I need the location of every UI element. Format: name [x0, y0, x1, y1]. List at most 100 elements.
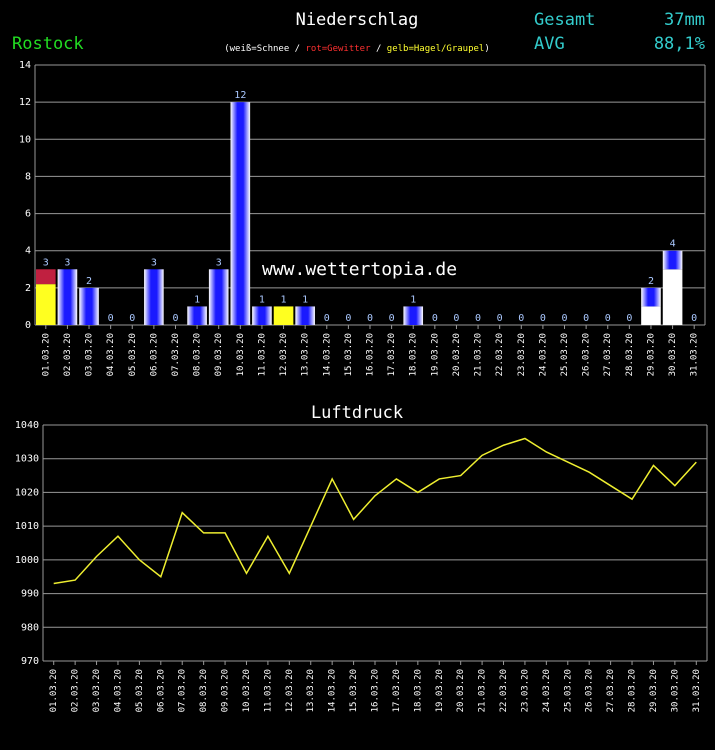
y-tick-label: 2 — [25, 283, 31, 294]
value-label: 12 — [234, 90, 246, 101]
value-label: 3 — [151, 257, 157, 268]
value-label: 0 — [540, 313, 546, 324]
value-label: 0 — [172, 313, 178, 324]
bar-segment — [187, 306, 207, 325]
y-tick-label: 1010 — [15, 521, 39, 532]
bar-segment — [273, 306, 294, 325]
avg-label: AVG — [534, 34, 565, 54]
y-tick-label: 6 — [25, 209, 31, 220]
bar-segment — [662, 269, 683, 325]
x-tick-label: 21.03.20 — [478, 669, 488, 712]
watermark: www.wettertopia.de — [262, 259, 457, 280]
legend-part: rot=Gewitter — [306, 44, 372, 54]
value-label: 0 — [345, 313, 351, 324]
legend-part: ) — [484, 44, 489, 54]
bar-segment — [641, 287, 661, 307]
x-tick-label: 02.03.20 — [71, 669, 81, 712]
x-tick-label: 27.03.20 — [603, 333, 613, 376]
chart-title: Luftdruck — [311, 403, 403, 423]
bar-segment — [230, 102, 251, 326]
value-label: 0 — [453, 313, 459, 324]
value-label: 0 — [605, 313, 611, 324]
y-tick-label: 4 — [25, 246, 31, 257]
x-tick-label: 25.03.20 — [560, 333, 570, 376]
x-tick-label: 07.03.20 — [171, 333, 181, 376]
bar-segment — [36, 284, 56, 325]
total-label: Gesamt — [534, 10, 595, 30]
x-tick-label: 22.03.20 — [499, 669, 509, 712]
value-label: 0 — [626, 313, 632, 324]
value-label: 0 — [129, 313, 135, 324]
value-label: 1 — [281, 294, 287, 305]
x-tick-label: 10.03.20 — [236, 333, 246, 376]
bar-segment — [208, 269, 229, 325]
x-tick-label: 26.03.20 — [582, 333, 592, 376]
y-tick-label: 980 — [21, 622, 39, 633]
value-label: 0 — [691, 313, 697, 324]
value-label: 3 — [43, 257, 49, 268]
y-tick-label: 12 — [19, 97, 31, 108]
x-tick-label: 21.03.20 — [474, 333, 484, 376]
avg-value: 88,1% — [654, 34, 705, 54]
total-value: 37mm — [664, 10, 705, 30]
x-tick-label: 27.03.20 — [606, 669, 616, 712]
x-tick-label: 01.03.20 — [49, 669, 59, 712]
x-tick-label: 03.03.20 — [92, 669, 102, 712]
x-tick-label: 20.03.20 — [452, 333, 462, 376]
legend-part: (weiß=Schnee / — [224, 44, 305, 54]
x-tick-label: 14.03.20 — [328, 669, 338, 712]
x-tick-label: 15.03.20 — [349, 669, 359, 712]
value-label: 0 — [389, 313, 395, 324]
x-tick-label: 02.03.20 — [63, 333, 73, 376]
bar-segment — [57, 269, 78, 325]
x-tick-label: 15.03.20 — [344, 333, 354, 376]
value-label: 1 — [259, 294, 265, 305]
x-tick-label: 22.03.20 — [495, 333, 505, 376]
bar-segment — [295, 306, 315, 325]
legend: (weiß=Schnee / rot=Gewitter / gelb=Hagel… — [224, 44, 490, 54]
value-label: 2 — [86, 276, 92, 287]
x-tick-label: 17.03.20 — [392, 669, 402, 712]
legend-part: gelb=Hagel/Graupel — [387, 44, 485, 54]
value-label: 0 — [432, 313, 438, 324]
x-tick-label: 20.03.20 — [456, 669, 466, 712]
value-label: 0 — [497, 313, 503, 324]
x-tick-label: 01.03.20 — [41, 333, 51, 376]
y-tick-label: 990 — [21, 589, 39, 600]
x-tick-label: 06.03.20 — [156, 669, 166, 712]
x-tick-label: 31.03.20 — [692, 669, 702, 712]
value-label: 4 — [670, 239, 676, 250]
x-tick-label: 14.03.20 — [322, 333, 332, 376]
x-tick-label: 03.03.20 — [85, 333, 95, 376]
bar-segment — [641, 306, 661, 325]
line — [53, 437, 697, 585]
x-tick-label: 12.03.20 — [279, 333, 289, 376]
x-tick-label: 08.03.20 — [193, 333, 203, 376]
x-tick-label: 19.03.20 — [435, 669, 445, 712]
x-tick-label: 11.03.20 — [263, 669, 273, 712]
y-tick-label: 1020 — [15, 487, 39, 498]
bar-segment — [79, 287, 99, 325]
x-tick-label: 30.03.20 — [668, 333, 678, 376]
x-tick-label: 24.03.20 — [542, 669, 552, 712]
value-label: 0 — [475, 313, 481, 324]
x-tick-label: 19.03.20 — [430, 333, 440, 376]
station: Rostock — [12, 34, 84, 54]
x-tick-label: 09.03.20 — [214, 333, 224, 376]
bar-segment — [144, 269, 164, 325]
x-tick-label: 05.03.20 — [135, 669, 145, 712]
x-tick-label: 28.03.20 — [628, 669, 638, 712]
bar-segment — [403, 306, 424, 325]
x-tick-label: 04.03.20 — [113, 669, 123, 712]
value-label: 2 — [648, 276, 654, 287]
x-tick-label: 18.03.20 — [409, 333, 419, 376]
x-tick-label: 08.03.20 — [199, 669, 209, 712]
value-label: 0 — [583, 313, 589, 324]
y-tick-label: 0 — [25, 320, 31, 331]
x-tick-label: 06.03.20 — [149, 333, 159, 376]
value-label: 0 — [324, 313, 330, 324]
legend-part: / — [371, 44, 387, 54]
x-tick-label: 29.03.20 — [646, 333, 656, 376]
